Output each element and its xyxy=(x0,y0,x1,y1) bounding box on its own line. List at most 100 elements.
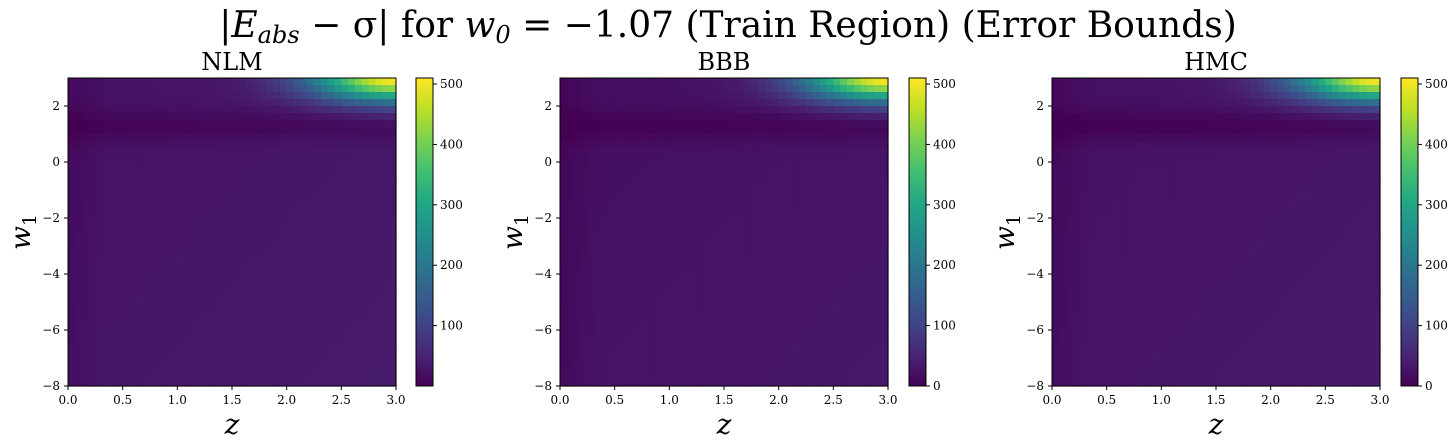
heatmap-cell xyxy=(614,183,623,191)
heatmap-cell xyxy=(1140,106,1149,114)
heatmap-cell xyxy=(648,155,657,163)
heatmap-cell xyxy=(881,225,889,233)
heatmap-cell xyxy=(1284,155,1292,163)
heatmap-cell xyxy=(874,113,882,121)
heatmap-cell xyxy=(307,211,315,219)
heatmap-cell xyxy=(669,302,677,310)
heatmap-cell xyxy=(730,92,739,100)
heatmap-cell xyxy=(566,372,575,380)
heatmap-cell xyxy=(293,113,301,121)
heatmap-cell xyxy=(594,323,602,331)
heatmap-cell xyxy=(102,253,110,261)
heatmap-cell xyxy=(327,302,336,310)
heatmap-cell xyxy=(129,225,137,233)
heatmap-cell xyxy=(628,372,636,380)
heatmap-cell xyxy=(751,344,759,352)
heatmap-cell xyxy=(232,267,240,275)
heatmap-cell xyxy=(1195,78,1203,86)
heatmap-cell xyxy=(191,218,199,226)
heatmap-cell xyxy=(204,316,213,324)
heatmap-cell xyxy=(68,99,76,107)
heatmap-cell xyxy=(266,148,274,156)
heatmap-cell xyxy=(792,358,800,366)
heatmap-cell xyxy=(74,274,83,282)
heatmap-cell xyxy=(635,218,643,226)
heatmap-cell xyxy=(1052,85,1060,93)
heatmap-cell xyxy=(874,365,882,373)
heatmap-cell xyxy=(758,372,766,380)
heatmap-cell xyxy=(566,113,575,121)
heatmap-cell xyxy=(184,344,192,352)
heatmap-cell xyxy=(211,365,219,373)
heatmap-cell xyxy=(81,190,90,198)
heatmap-cell xyxy=(730,267,739,275)
heatmap-cell xyxy=(669,379,677,387)
heatmap-cell xyxy=(826,162,834,170)
heatmap-cell xyxy=(1263,141,1272,149)
heatmap-cell xyxy=(689,162,698,170)
heatmap-cell xyxy=(320,260,329,268)
heatmap-cell xyxy=(293,92,301,100)
heatmap-cell xyxy=(361,246,370,254)
heatmap-cell xyxy=(191,246,199,254)
heatmap-cell xyxy=(341,120,349,128)
heatmap-cell xyxy=(184,309,192,317)
heatmap-cell xyxy=(238,288,247,296)
heatmap-cell xyxy=(785,183,793,191)
heatmap-cell xyxy=(293,246,301,254)
heatmap-cell xyxy=(737,372,746,380)
heatmap-cell xyxy=(710,148,718,156)
heatmap-cell xyxy=(368,78,377,86)
heatmap-cell xyxy=(74,218,83,226)
heatmap-cell xyxy=(389,337,397,345)
heatmap-cell xyxy=(273,134,281,142)
heatmap-cell xyxy=(1263,134,1272,142)
heatmap-cell xyxy=(245,225,254,233)
heatmap-cell xyxy=(874,155,882,163)
heatmap-cell xyxy=(382,267,390,275)
heatmap-cell xyxy=(320,274,329,282)
heatmap-cell xyxy=(300,78,308,86)
heatmap-cell xyxy=(150,162,158,170)
heatmap-cell xyxy=(191,351,199,359)
heatmap-cell xyxy=(560,365,568,373)
heatmap-cell xyxy=(1229,78,1238,86)
heatmap-cell xyxy=(74,225,83,233)
heatmap-cell xyxy=(799,281,807,289)
heatmap-cell xyxy=(191,316,199,324)
heatmap-cell xyxy=(683,92,691,100)
heatmap-cell xyxy=(881,197,889,205)
heatmap-cell xyxy=(765,253,773,261)
heatmap-cell xyxy=(1181,92,1190,100)
heatmap-cell xyxy=(191,190,199,198)
heatmap-cell xyxy=(1106,134,1115,142)
heatmap-cell xyxy=(81,330,90,338)
heatmap-cell xyxy=(648,288,657,296)
heatmap-cell xyxy=(724,169,732,177)
heatmap-cell xyxy=(737,337,746,345)
heatmap-cell xyxy=(662,113,670,121)
heatmap-cell xyxy=(163,225,172,233)
heatmap-cell xyxy=(881,176,889,184)
heatmap-cell xyxy=(724,106,732,114)
heatmap-cell xyxy=(628,155,636,163)
heatmap-cell xyxy=(355,351,363,359)
heatmap-cell xyxy=(375,246,383,254)
heatmap-cell xyxy=(1127,120,1135,128)
heatmap-cell xyxy=(765,246,773,254)
heatmap-cell xyxy=(1373,141,1381,149)
heatmap-cell xyxy=(170,141,178,149)
heatmap-cell xyxy=(696,379,705,387)
heatmap-cell xyxy=(1052,99,1060,107)
heatmap-cell xyxy=(737,99,746,107)
heatmap-cell xyxy=(245,281,254,289)
heatmap-cell xyxy=(122,351,131,359)
heatmap-cell xyxy=(197,351,206,359)
heatmap-cell xyxy=(191,379,199,387)
heatmap-cell xyxy=(1359,113,1367,121)
heatmap-cell xyxy=(833,197,841,205)
heatmap-cell xyxy=(361,225,370,233)
heatmap-cell xyxy=(156,281,165,289)
heatmap-cell xyxy=(635,78,643,86)
heatmap-cell xyxy=(341,358,349,366)
